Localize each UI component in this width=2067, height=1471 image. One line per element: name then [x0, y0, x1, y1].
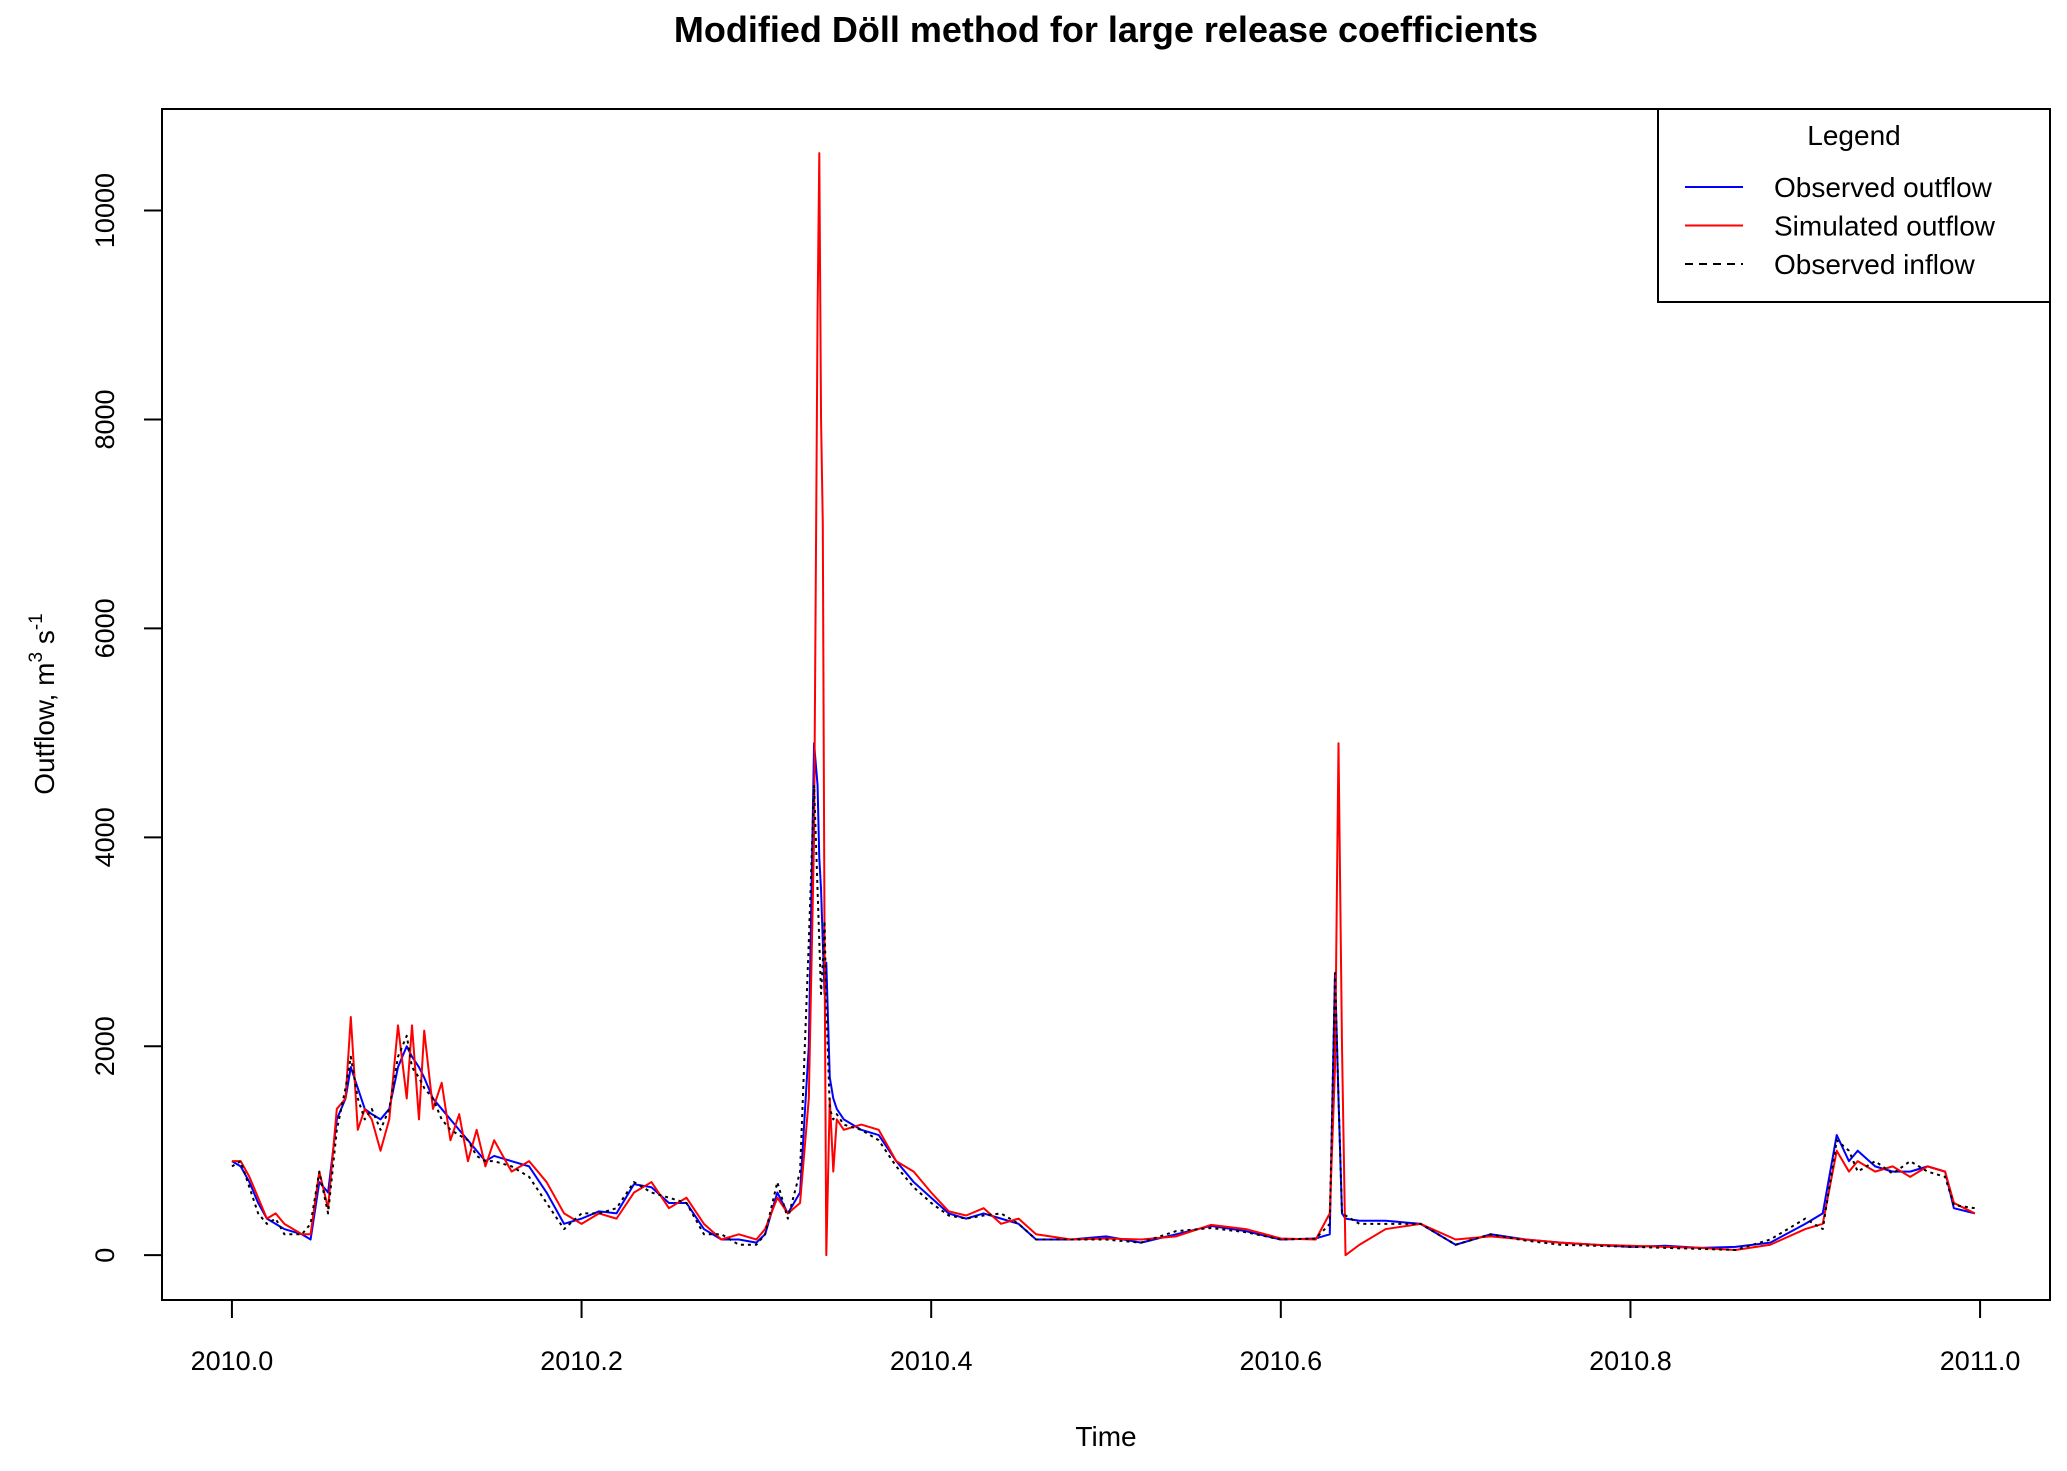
x-axis-label: Time: [1075, 1421, 1136, 1452]
x-tick-label: 2010.8: [1589, 1346, 1672, 1376]
x-tick-label: 2011.0: [1940, 1346, 2021, 1376]
legend-label: Simulated outflow: [1774, 211, 1996, 242]
series-line: [231, 152, 1976, 1257]
y-axis-label: Outflow, m3 s-1: [26, 613, 60, 795]
legend-title: Legend: [1807, 120, 1900, 151]
legend-box: [1657, 108, 2051, 303]
x-tick-label: 2010.4: [890, 1346, 973, 1376]
y-label-text: Outflow, m: [29, 663, 60, 795]
series-line: [231, 742, 1976, 1249]
plot-frame: [161, 108, 2051, 1301]
y-tick-label: 2000: [90, 1016, 120, 1076]
x-tick-label: 2010.2: [540, 1346, 623, 1376]
y-tick-label: 6000: [90, 598, 120, 658]
x-tick-label: 2010.6: [1240, 1346, 1323, 1376]
x-tick-label: 2010.0: [191, 1346, 274, 1376]
y-label-text: s: [29, 630, 60, 652]
chart-title: Modified Döll method for large release c…: [674, 9, 1538, 50]
y-tick-label: 10000: [90, 173, 120, 248]
y-label-sup: -1: [26, 613, 47, 630]
legend-label: Observed outflow: [1774, 172, 1993, 203]
legend-label: Observed inflow: [1774, 249, 1976, 280]
y-label-sup: 3: [26, 652, 47, 663]
series-line: [231, 784, 1975, 1251]
y-tick-label: 4000: [90, 807, 120, 867]
y-tick-label: 0: [90, 1248, 120, 1263]
y-tick-label: 8000: [90, 389, 120, 449]
